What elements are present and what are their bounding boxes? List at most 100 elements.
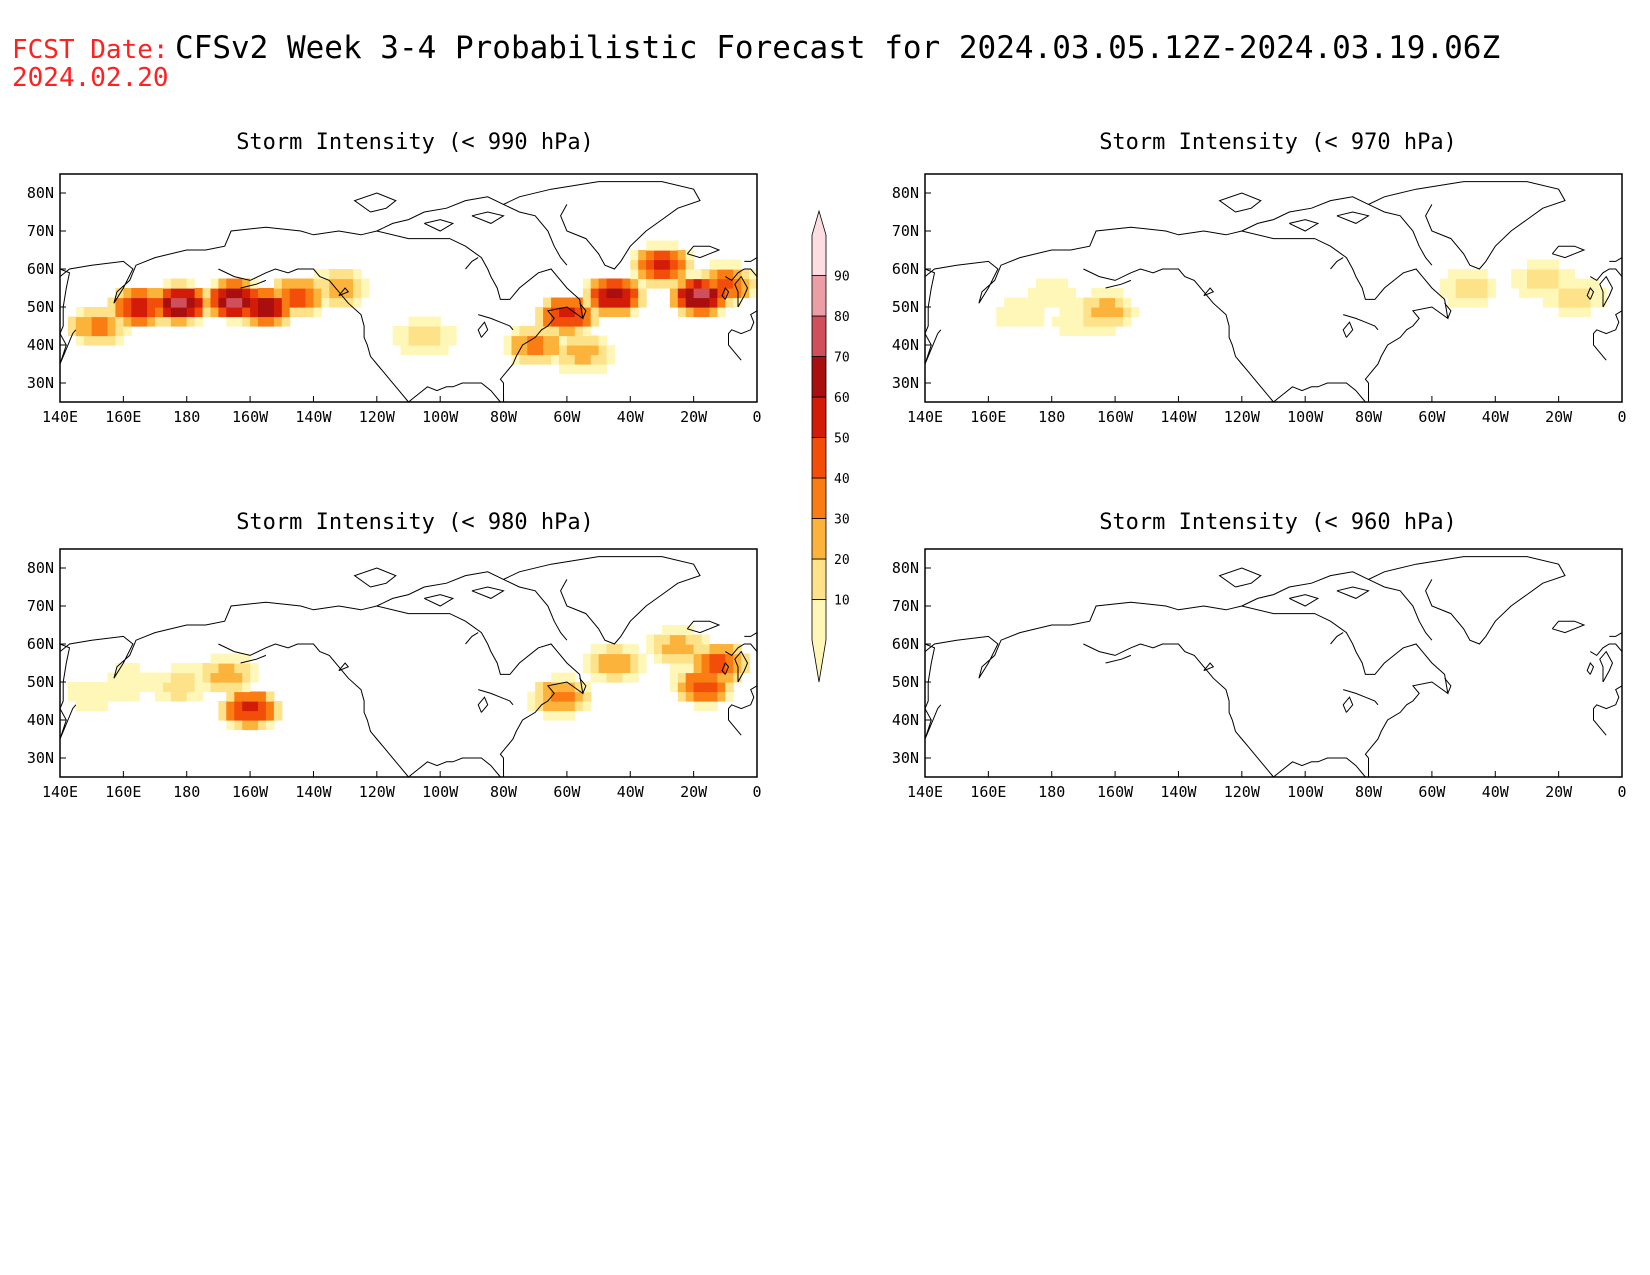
probability-cell <box>234 672 243 683</box>
x-tick-label: 0 <box>1617 408 1626 426</box>
probability-cell <box>178 307 188 318</box>
x-tick-label: 100W <box>422 783 459 801</box>
x-tick-label: 40W <box>617 408 645 426</box>
coastline <box>1599 650 1614 683</box>
probability-cell <box>178 663 188 674</box>
probability-cell <box>1455 269 1465 280</box>
probability-cell <box>590 297 600 308</box>
probability-cell <box>1558 269 1568 280</box>
coastline <box>1273 382 1366 403</box>
probability-cell <box>1558 297 1568 308</box>
probability-cell <box>75 691 85 702</box>
coastline <box>1343 689 1379 706</box>
probability-cell <box>202 663 212 674</box>
probability-cell <box>194 288 204 299</box>
probability-cell <box>155 316 164 327</box>
probability-cell <box>543 691 552 702</box>
probability-cell <box>123 672 132 683</box>
probability-cell <box>115 326 124 337</box>
probability-cell <box>519 345 528 356</box>
probability-cell <box>559 701 568 712</box>
probability-cell <box>685 682 695 693</box>
probability-cell <box>226 297 235 308</box>
probability-cell <box>511 335 520 346</box>
probability-cell <box>139 316 148 327</box>
probability-cell <box>1534 288 1544 299</box>
colorbar-swatch <box>811 396 827 438</box>
probability-cell <box>1582 278 1591 289</box>
probability-cell <box>1574 278 1583 289</box>
probability-cell <box>551 345 560 356</box>
probability-cell <box>606 653 615 664</box>
probability-cell <box>543 326 552 337</box>
coastline <box>1083 268 1274 403</box>
probability-cell <box>265 316 275 327</box>
probability-cell <box>566 710 576 721</box>
probability-cell <box>1059 297 1069 308</box>
probability-cell <box>75 682 85 693</box>
probability-cell <box>725 663 734 674</box>
probability-cell <box>1455 278 1465 289</box>
probability-cell <box>574 297 584 308</box>
probability-cell <box>685 259 695 270</box>
probability-cell <box>725 278 734 289</box>
probability-cell <box>559 326 568 337</box>
probability-cell <box>321 288 330 299</box>
probability-cell <box>258 691 267 702</box>
probability-cell <box>258 297 267 308</box>
probability-cell <box>1550 269 1560 280</box>
probability-cell <box>178 682 188 693</box>
probability-cell <box>1455 297 1465 308</box>
probability-cell <box>194 316 204 327</box>
probability-cell <box>178 297 188 308</box>
probability-cell <box>1130 307 1140 318</box>
probability-cell <box>574 364 584 375</box>
probability-cell <box>416 326 425 337</box>
colorbar-swatch <box>811 275 827 317</box>
x-tick-label: 120W <box>359 783 396 801</box>
probability-cell <box>646 278 655 289</box>
coastline <box>686 620 721 634</box>
colorbar-swatch <box>811 477 827 519</box>
probability-cell <box>234 307 243 318</box>
coastline <box>502 181 701 270</box>
coastline <box>725 268 758 282</box>
coastline <box>1203 287 1215 297</box>
probability-cell <box>1043 278 1053 289</box>
coastline <box>721 287 730 300</box>
probability-cell <box>123 682 132 693</box>
probability-cell <box>669 288 679 299</box>
probability-cell <box>163 278 172 289</box>
probability-cell <box>147 316 156 327</box>
colorbar-swatch <box>811 558 827 600</box>
probability-cell <box>226 691 235 702</box>
probability-cell <box>1447 297 1457 308</box>
probability-cell <box>107 316 116 327</box>
coastline <box>408 613 584 777</box>
x-tick-label: 140E <box>42 408 78 426</box>
panel-title-990: Storm Intensity (< 990 hPa) <box>236 130 594 155</box>
probability-cell <box>685 278 695 289</box>
probability-cell <box>1043 297 1053 308</box>
probability-cell <box>535 682 544 693</box>
probability-cell <box>1519 269 1528 280</box>
probability-cell <box>638 653 647 664</box>
probability-cell <box>559 682 568 693</box>
probability-cell <box>234 653 243 664</box>
coastline <box>1330 632 1344 645</box>
probability-cell <box>669 663 679 674</box>
probability-cell <box>677 269 687 280</box>
probability-cell <box>83 682 93 693</box>
probability-cell <box>147 297 156 308</box>
probability-cell <box>1574 288 1583 299</box>
probability-cell <box>155 691 164 702</box>
probability-cell <box>709 653 718 664</box>
probability-cell <box>559 672 568 683</box>
probability-cell <box>218 710 227 721</box>
probability-cell <box>717 691 726 702</box>
probability-cell <box>543 307 552 318</box>
coastline <box>478 689 514 706</box>
probability-cell <box>289 297 299 308</box>
map-panel-980: 140E 160E 180 160W 140W 120W 100W 80W 60W 40W 20W 0… <box>27 548 762 801</box>
probability-cell <box>1020 297 1029 308</box>
